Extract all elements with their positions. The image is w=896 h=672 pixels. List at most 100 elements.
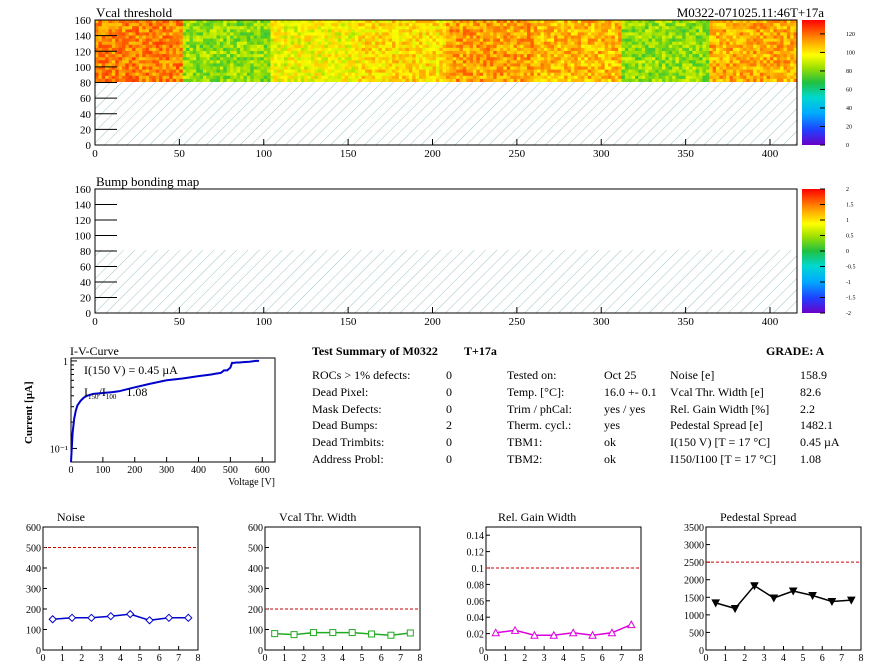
threshold-cell <box>368 69 373 74</box>
threshold-cell <box>216 23 221 27</box>
threshold-cell <box>388 47 393 52</box>
threshold-cell <box>489 60 494 64</box>
threshold-cell <box>601 63 606 67</box>
threshold-cell <box>581 63 585 67</box>
threshold-cell <box>165 63 170 67</box>
threshold-cell <box>388 51 393 55</box>
threshold-cell <box>236 75 241 80</box>
threshold-cell <box>250 41 255 46</box>
threshold-cell <box>581 23 585 27</box>
threshold-cell <box>543 54 548 58</box>
threshold-cell <box>483 20 487 24</box>
vcal-thr-width-x-tick-label: 3 <box>321 653 326 664</box>
threshold-cell <box>773 60 778 64</box>
threshold-cell <box>493 51 498 55</box>
threshold-cell <box>631 44 636 49</box>
threshold-cell <box>189 20 194 24</box>
threshold-cell <box>611 69 616 74</box>
threshold-cell <box>419 20 423 24</box>
threshold-cell <box>223 26 228 30</box>
threshold-cell <box>749 26 754 30</box>
threshold-cell <box>645 20 649 24</box>
threshold-cell <box>277 66 282 70</box>
threshold-cell <box>432 29 437 33</box>
threshold-cell <box>594 44 599 49</box>
threshold-cell <box>415 72 420 77</box>
threshold-cell <box>172 78 177 83</box>
threshold-cell <box>375 57 379 61</box>
threshold-cell <box>621 72 626 77</box>
threshold-cell <box>668 54 673 58</box>
threshold-cell <box>722 32 727 36</box>
threshold-cell <box>216 51 221 55</box>
threshold-cell <box>405 41 410 46</box>
threshold-cell <box>240 69 244 74</box>
threshold-cell <box>348 44 352 49</box>
threshold-cell <box>321 23 325 27</box>
threshold-cell <box>473 29 477 33</box>
threshold-cell <box>95 29 99 33</box>
threshold-cell <box>516 69 521 74</box>
threshold-cell <box>223 23 228 27</box>
threshold-cell <box>459 60 464 64</box>
threshold-cell <box>651 47 656 52</box>
threshold-cell <box>716 47 720 52</box>
threshold-cell <box>257 32 261 36</box>
threshold-cell <box>665 32 670 36</box>
threshold-cell <box>493 63 498 67</box>
threshold-cell <box>489 38 494 43</box>
threshold-cell <box>111 63 116 67</box>
threshold-cell <box>709 51 714 55</box>
threshold-cell <box>422 29 427 33</box>
threshold-cell <box>284 60 288 64</box>
threshold-cell <box>695 35 700 39</box>
threshold-cell <box>729 57 734 61</box>
threshold-cell <box>307 57 312 61</box>
threshold-cell <box>273 44 278 49</box>
threshold-cell <box>145 78 150 83</box>
threshold-cell <box>780 57 784 61</box>
threshold-cell <box>280 57 285 61</box>
threshold-cell <box>506 72 511 77</box>
threshold-cell <box>216 35 221 39</box>
threshold-cell <box>138 47 143 52</box>
threshold-cell <box>176 35 180 39</box>
threshold-cell <box>371 47 376 52</box>
threshold-cell <box>138 29 143 33</box>
threshold-cell <box>621 23 626 27</box>
threshold-cell <box>513 32 518 36</box>
threshold-cell <box>152 60 157 64</box>
threshold-cell <box>635 44 639 49</box>
threshold-cell <box>419 29 423 33</box>
threshold-cell <box>743 69 747 74</box>
threshold-cell <box>118 38 123 43</box>
threshold-cell <box>635 51 639 55</box>
threshold-cell <box>368 66 373 70</box>
threshold-cell <box>793 66 798 70</box>
threshold-cell <box>240 54 244 58</box>
threshold-cell <box>429 51 433 55</box>
threshold-cell <box>206 63 211 67</box>
threshold-cell <box>516 47 521 52</box>
threshold-cell <box>601 35 606 39</box>
threshold-cell <box>317 35 322 39</box>
threshold-cell <box>388 57 393 61</box>
threshold-cell <box>128 38 133 43</box>
threshold-cell <box>651 20 656 24</box>
threshold-cell <box>449 35 454 39</box>
summary-left-value: 0 <box>446 452 452 466</box>
threshold-cell <box>429 32 433 36</box>
threshold-cell <box>192 75 197 80</box>
summary-grade: GRADE: A <box>766 344 825 358</box>
threshold-cell <box>705 69 710 74</box>
threshold-cell <box>780 60 784 64</box>
threshold-cell <box>462 66 467 70</box>
map1-x-tick-label: 300 <box>593 148 610 160</box>
threshold-cell <box>773 26 778 30</box>
threshold-cell <box>334 29 339 33</box>
threshold-cell <box>543 29 548 33</box>
threshold-cell <box>111 47 116 52</box>
threshold-cell <box>763 20 768 24</box>
threshold-cell <box>608 32 612 36</box>
threshold-cell <box>189 69 194 74</box>
